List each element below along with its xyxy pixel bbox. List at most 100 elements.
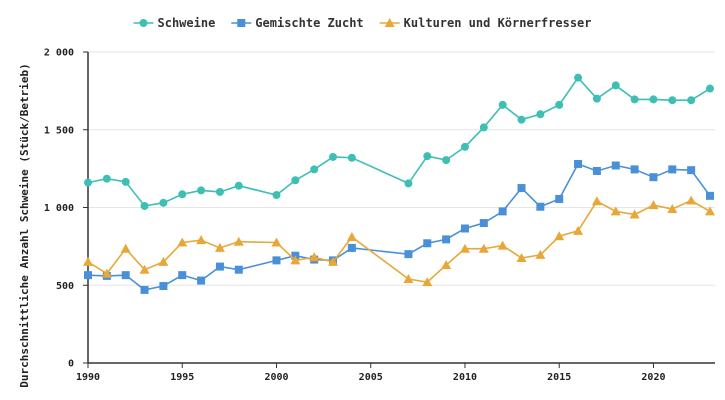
data-point [535,249,546,259]
data-point [479,123,488,132]
legend-item[interactable]: Kulturen und Körnerfresser [379,16,592,30]
legend-item[interactable]: Schweine [133,16,215,30]
data-point [290,255,301,265]
data-point [687,96,696,105]
data-point [215,262,224,271]
data-point [215,187,224,196]
legend-item[interactable]: Gemischte Zucht [231,16,364,30]
data-point [574,73,583,82]
series-3 [83,195,715,287]
x-tick-label: 1990 [76,372,100,383]
legend-label: Schweine [157,16,215,30]
legend[interactable]: Schweine Gemischte Zucht Kulturen und Körn… [133,16,592,30]
y-tick-label: 0 [68,359,74,370]
data-point [140,201,149,210]
data-point [554,231,565,241]
data-point [686,195,697,205]
data-point [629,209,640,219]
data-point [668,165,677,174]
data-point [121,271,130,280]
data-point [498,207,507,216]
data-point [159,282,168,291]
data-point [404,250,413,259]
data-point [610,206,621,216]
data-point [516,253,527,263]
data-point [140,285,149,294]
data-point [272,256,281,265]
data-point [536,202,545,211]
data-point [536,110,545,119]
data-point [234,265,243,274]
data-point [291,176,300,185]
data-point [574,159,583,168]
x-tick-label: 2020 [641,372,665,383]
series-line [87,76,711,207]
data-point [479,219,488,228]
data-point [705,206,715,216]
x-tick-label: 2005 [359,372,383,383]
data-point [271,237,282,247]
data-point [120,243,131,253]
data-point [328,256,339,266]
data-point [668,96,677,105]
data-point [460,142,469,151]
data-point [197,276,206,285]
legend-marker [139,19,148,27]
data-point [630,165,639,174]
data-point [442,156,451,165]
data-point [234,181,243,190]
legend-marker [237,19,246,27]
data-point [423,239,432,248]
grid-lines [88,51,715,286]
x-tick-label: 2000 [264,372,288,383]
data-point [84,178,92,187]
legend-label: Gemischte Zucht [255,16,363,30]
data-point [649,173,658,182]
data-point [403,274,414,284]
data-point [573,225,584,235]
data-point [423,152,432,161]
series-line [87,162,711,291]
series-2 [84,159,714,294]
data-point [177,237,188,247]
data-point [84,271,92,280]
data-point [441,260,452,270]
x-tick-label: 2015 [547,372,571,383]
data-point [706,84,714,93]
data-point [460,224,469,233]
data-point [196,235,207,245]
data-point [517,184,526,193]
data-point [648,200,659,210]
data-point [310,165,319,174]
legend-label: Kulturen und Körnerfresser [404,16,592,30]
data-point [101,268,112,278]
x-tick-label: 1995 [170,372,194,383]
y-tick-label: 500 [56,281,74,292]
data-point [309,252,320,262]
series-1 [84,73,714,210]
data-point [272,191,281,200]
data-point [592,166,601,175]
data-point [121,177,130,186]
data-point [478,243,489,253]
legend-marker [384,18,395,27]
data-point [159,198,168,207]
data-point [706,191,714,200]
data-point [178,190,187,199]
data-point [630,95,639,104]
data-point [83,256,93,266]
data-point [592,94,601,103]
data-point [497,240,508,250]
data-point [139,264,150,274]
data-point [102,174,111,183]
data-point [555,100,564,109]
data-point [611,161,620,170]
data-point [197,186,206,195]
data-point [347,243,356,252]
data-point [158,256,169,266]
data-point [555,194,564,203]
data-point [611,81,620,90]
data-point [667,204,678,214]
data-point [233,236,244,246]
